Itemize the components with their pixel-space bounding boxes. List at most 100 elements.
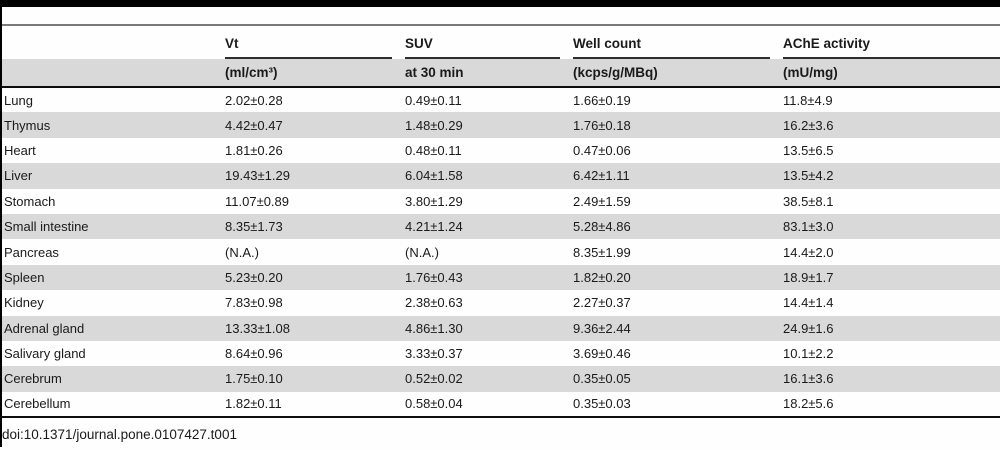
table-row: Stomach 11.07±0.89 3.80±1.29 2.49±1.59 38.5±…: [0, 189, 1000, 214]
organ-cell: Spleen: [4, 269, 45, 285]
ache-activity-cell: 16.2±3.6: [783, 117, 834, 133]
organ-cell: Adrenal gland: [4, 320, 85, 336]
well-count-cell: 0.35±0.05: [573, 371, 631, 387]
vt-cell: 11.07±0.89: [225, 193, 290, 209]
ache-activity-cell: 14.4±2.0: [783, 244, 834, 260]
header-vt: Vt: [225, 25, 405, 59]
well-count-cell: 8.35±1.99: [573, 244, 631, 260]
vt-cell: 13.33±1.08: [225, 320, 290, 336]
suv-cell: 0.48±0.11: [405, 142, 462, 158]
organ-cell: Salivary gland: [4, 346, 86, 362]
table-row: Adrenal gland 13.33±1.08 4.86±1.30 9.36±2.4…: [0, 315, 1000, 341]
header-ache-activity: AChE activity: [783, 25, 1000, 59]
ache-activity-cell: 18.9±1.7: [783, 269, 834, 285]
units-ache-activity: (mU/mg): [783, 59, 1000, 88]
suv-cell: 1.48±0.29: [405, 117, 463, 133]
table-row: Small intestine 8.35±1.73 4.21±1.24 5.28±4.…: [0, 213, 1000, 240]
suv-cell: 0.49±0.11: [405, 92, 462, 108]
well-count-cell: 9.36±2.44: [573, 320, 631, 336]
organ-cell: Cerebellum: [4, 396, 71, 412]
header-label-row: Vt SUV Well count AChE activity: [0, 25, 1000, 59]
well-count-cell: 1.76±0.18: [573, 117, 631, 133]
ache-activity-cell: 83.1±3.0: [783, 219, 834, 235]
organ-biodistribution-table: Vt SUV Well count AChE activity (ml/cm³)…: [0, 24, 1000, 419]
well-count-cell: 2.49±1.59: [573, 193, 631, 209]
header-well-count-label: Well count: [573, 36, 770, 59]
top-black-rule: [0, 0, 1000, 7]
ache-activity-cell: 16.1±3.6: [783, 371, 834, 387]
table-row: Salivary gland 8.64±0.96 3.33±0.37 3.69±0.4…: [0, 341, 1000, 366]
suv-cell: 3.80±1.29: [405, 193, 463, 209]
table-row: Thymus 4.42±0.47 1.48±0.29 1.76±0.18 16.2±3.…: [0, 112, 1000, 138]
header-blank-cell: [0, 25, 225, 59]
vt-cell: 1.82±0.11: [225, 396, 282, 412]
suv-cell: 0.58±0.04: [405, 396, 463, 412]
organ-cell: Liver: [4, 168, 33, 184]
doi-citation: doi:10.1371/journal.pone.0107427.t001: [2, 427, 237, 443]
ache-activity-cell: 38.5±8.1: [783, 193, 834, 209]
units-well-count: (kcps/g/MBq): [573, 59, 783, 88]
header-suv: SUV: [405, 25, 573, 59]
table-row: Pancreas (N.A.) (N.A.) 8.35±1.99 14.4±2.0: [0, 239, 1000, 264]
vt-cell: 4.42±0.47: [225, 117, 283, 133]
vt-cell: 5.23±0.20: [225, 269, 283, 285]
ache-activity-cell: 24.9±1.6: [783, 320, 834, 336]
ache-activity-cell: 11.8±4.9: [783, 92, 833, 108]
header-ache-activity-label: AChE activity: [783, 36, 1000, 59]
suv-cell: 1.76±0.43: [405, 269, 463, 285]
suv-cell: 6.04±1.58: [405, 168, 463, 184]
organ-cell: Pancreas: [4, 244, 59, 260]
vt-cell: 8.64±0.96: [225, 346, 283, 362]
units-vt: (ml/cm³): [225, 59, 405, 88]
suv-cell: 3.33±0.37: [405, 346, 463, 362]
header-suv-label: SUV: [405, 36, 560, 59]
vt-cell: 19.43±1.29: [225, 168, 290, 184]
suv-cell: 2.38±0.63: [405, 295, 463, 311]
organ-cell: Stomach: [4, 193, 56, 209]
well-count-cell: 5.28±4.86: [573, 219, 631, 235]
vt-cell: 7.83±0.98: [225, 295, 283, 311]
organ-cell: Small intestine: [4, 219, 89, 235]
header-well-count: Well count: [573, 25, 783, 59]
ache-activity-cell: 18.2±5.6: [783, 396, 834, 412]
left-border-rule: [0, 0, 2, 447]
ache-activity-cell: 13.5±6.5: [783, 142, 834, 158]
vt-cell: 2.02±0.28: [225, 92, 283, 108]
units-blank-cell: [0, 59, 225, 88]
well-count-cell: 2.27±0.37: [573, 295, 631, 311]
well-count-cell: 0.35±0.03: [573, 396, 631, 412]
organ-cell: Heart: [4, 142, 36, 158]
vt-cell: 1.81±0.26: [225, 142, 283, 158]
well-count-cell: 0.47±0.06: [573, 142, 631, 158]
organ-cell: Cerebrum: [4, 371, 62, 387]
organ-cell: Thymus: [4, 117, 51, 133]
table-row: Kidney 7.83±0.98 2.38±0.63 2.27±0.37 14.4±1.…: [0, 290, 1000, 315]
suv-cell: 0.52±0.02: [405, 371, 463, 387]
table-row: Lung 2.02±0.28 0.49±0.11 1.66±0.19 11.8±4.9: [0, 87, 1000, 112]
vt-cell: 1.75±0.10: [225, 371, 283, 387]
header-vt-label: Vt: [225, 36, 392, 59]
ache-activity-cell: 14.4±1.4: [783, 295, 834, 311]
well-count-cell: 1.82±0.20: [573, 269, 631, 285]
organ-cell: Kidney: [4, 295, 44, 311]
organ-cell: Lung: [4, 92, 33, 108]
well-count-cell: 6.42±1.11: [573, 168, 630, 184]
table-row: Liver 19.43±1.29 6.04±1.58 6.42±1.11 13.5±4.…: [0, 163, 1000, 189]
well-count-cell: 3.69±0.46: [573, 346, 631, 362]
table-row: Cerebellum 1.82±0.11 0.58±0.04 0.35±0.03 18.…: [0, 392, 1000, 417]
ache-activity-cell: 10.1±2.2: [783, 346, 834, 362]
table-body: Lung 2.02±0.28 0.49±0.11 1.66±0.19 11.8±4.9 T…: [0, 87, 1000, 417]
table-row: Cerebrum 1.75±0.10 0.52±0.02 0.35±0.05 16.1±…: [0, 366, 1000, 392]
suv-cell: (N.A.): [405, 244, 439, 260]
well-count-cell: 1.66±0.19: [573, 92, 631, 108]
suv-cell: 4.21±1.24: [405, 219, 463, 235]
units-suv: at 30 min: [405, 59, 573, 88]
vt-cell: (N.A.): [225, 244, 259, 260]
suv-cell: 4.86±1.30: [405, 320, 463, 336]
table-row: Heart 1.81±0.26 0.48±0.11 0.47±0.06 13.5±6.5: [0, 138, 1000, 163]
table-row: Spleen 5.23±0.20 1.76±0.43 1.82±0.20 18.9±1.…: [0, 264, 1000, 291]
ache-activity-cell: 13.5±4.2: [783, 168, 834, 184]
header-units-row: (ml/cm³) at 30 min (kcps/g/MBq) (mU/mg): [0, 59, 1000, 88]
vt-cell: 8.35±1.73: [225, 219, 283, 235]
